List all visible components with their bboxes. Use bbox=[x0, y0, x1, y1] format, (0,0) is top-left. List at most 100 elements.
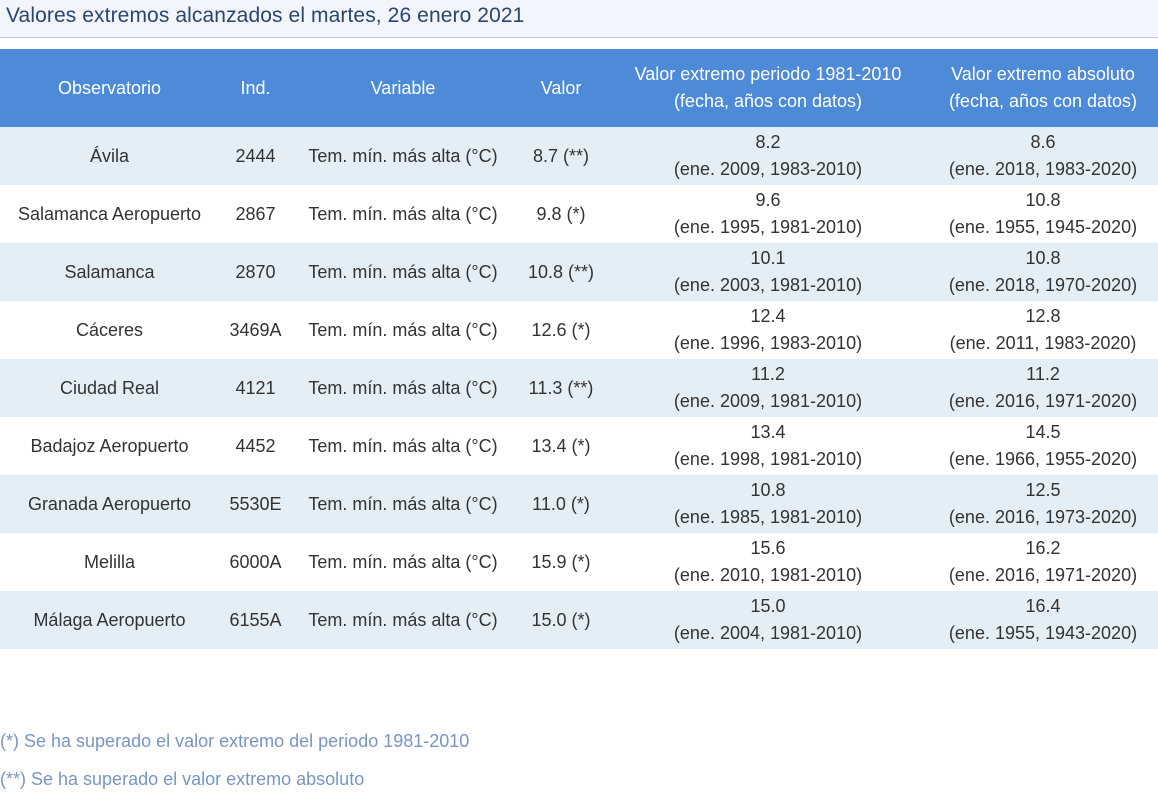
cell-extremo-absoluto-date: (ene. 2016, 1971-2020) bbox=[948, 391, 1138, 411]
cell-ind: 2867 bbox=[219, 185, 292, 243]
cell-extremo-periodo-date: (ene. 2010, 1981-2010) bbox=[673, 565, 863, 585]
header-variable: Variable bbox=[292, 49, 514, 127]
cell-extremo-periodo-date: (ene. 2004, 1981-2010) bbox=[673, 623, 863, 643]
cell-extremo-absoluto: 16.2 (ene. 2016, 1971-2020) bbox=[928, 533, 1158, 591]
cell-valor: 15.0 (*) bbox=[514, 591, 608, 649]
cell-extremo-periodo: 11.2 (ene. 2009, 1981-2010) bbox=[608, 359, 928, 417]
cell-extremo-absoluto-value: 10.8 bbox=[1025, 190, 1061, 210]
cell-extremo-periodo: 10.1 (ene. 2003, 1981-2010) bbox=[608, 243, 928, 301]
table-row: Badajoz Aeropuerto 4452 Tem. mín. más alta… bbox=[0, 417, 1158, 475]
cell-extremo-absoluto: 11.2 (ene. 2016, 1971-2020) bbox=[928, 359, 1158, 417]
cell-extremo-periodo: 15.0 (ene. 2004, 1981-2010) bbox=[608, 591, 928, 649]
cell-extremo-periodo-date: (ene. 2009, 1983-2010) bbox=[673, 159, 863, 179]
cell-observatorio: Málaga Aeropuerto bbox=[0, 591, 219, 649]
footnotes: (*) Se ha superado el valor extremo del … bbox=[0, 728, 469, 792]
cell-extremo-absoluto-value: 12.5 bbox=[1025, 480, 1061, 500]
footnote-periodo: (*) Se ha superado el valor extremo del … bbox=[0, 731, 470, 751]
cell-extremo-periodo-date: (ene. 1995, 1981-2010) bbox=[673, 217, 863, 237]
cell-extremo-absoluto: 14.5 (ene. 1966, 1955-2020) bbox=[928, 417, 1158, 475]
table-row: Melilla 6000A Tem. mín. más alta (°C) 15.9 … bbox=[0, 533, 1158, 591]
title-bar: Valores extremos alcanzados el martes, 2… bbox=[0, 0, 1158, 38]
cell-observatorio: Melilla bbox=[0, 533, 219, 591]
cell-ind: 4452 bbox=[219, 417, 292, 475]
header-extremo-absoluto-title: Valor extremo absoluto bbox=[951, 64, 1135, 84]
table-body: Ávila 2444 Tem. mín. más alta (°C) 8.7 (**)… bbox=[0, 127, 1158, 649]
page-title: Valores extremos alcanzados el martes, 2… bbox=[6, 4, 525, 27]
cell-extremo-absoluto-value: 16.2 bbox=[1025, 538, 1061, 558]
header-ind: Ind. bbox=[219, 49, 292, 127]
cell-variable: Tem. mín. más alta (°C) bbox=[292, 533, 514, 591]
cell-variable: Tem. mín. más alta (°C) bbox=[292, 591, 514, 649]
cell-extremo-absoluto-value: 11.2 bbox=[1026, 364, 1060, 384]
cell-variable: Tem. mín. más alta (°C) bbox=[292, 127, 514, 185]
cell-extremo-periodo: 12.4 (ene. 1996, 1983-2010) bbox=[608, 301, 928, 359]
cell-extremo-absoluto-date: (ene. 2018, 1970-2020) bbox=[948, 275, 1138, 295]
cell-variable: Tem. mín. más alta (°C) bbox=[292, 475, 514, 533]
cell-extremo-absoluto-value: 12.8 bbox=[1025, 306, 1061, 326]
cell-extremo-periodo-date: (ene. 2003, 1981-2010) bbox=[673, 275, 863, 295]
footnote-absoluto: (**) Se ha superado el valor extremo abs… bbox=[0, 769, 365, 789]
cell-observatorio: Cáceres bbox=[0, 301, 219, 359]
cell-extremo-absoluto: 12.8 (ene. 2011, 1983-2020) bbox=[928, 301, 1158, 359]
extremes-table: Observatorio Ind. Variable Valor Valor e… bbox=[0, 49, 1158, 649]
table-row: Málaga Aeropuerto 6155A Tem. mín. más alta… bbox=[0, 591, 1158, 649]
cell-extremo-absoluto: 16.4 (ene. 1955, 1943-2020) bbox=[928, 591, 1158, 649]
cell-valor: 10.8 (**) bbox=[514, 243, 608, 301]
table-row: Cáceres 3469A Tem. mín. más alta (°C) 12.6 … bbox=[0, 301, 1158, 359]
cell-extremo-periodo-value: 15.0 bbox=[750, 596, 786, 616]
cell-extremo-periodo-date: (ene. 1996, 1983-2010) bbox=[673, 333, 863, 353]
cell-valor: 8.7 (**) bbox=[514, 127, 608, 185]
table-row: Ávila 2444 Tem. mín. más alta (°C) 8.7 (**)… bbox=[0, 127, 1158, 185]
cell-extremo-absoluto: 12.5 (ene. 2016, 1973-2020) bbox=[928, 475, 1158, 533]
cell-ind: 4121 bbox=[219, 359, 292, 417]
cell-variable: Tem. mín. más alta (°C) bbox=[292, 243, 514, 301]
cell-extremo-periodo: 15.6 (ene. 2010, 1981-2010) bbox=[608, 533, 928, 591]
header-observatorio: Observatorio bbox=[0, 49, 219, 127]
cell-extremo-absoluto: 8.6 (ene. 2018, 1983-2020) bbox=[928, 127, 1158, 185]
cell-extremo-absoluto-date: (ene. 2016, 1973-2020) bbox=[948, 507, 1138, 527]
cell-observatorio: Salamanca Aeropuerto bbox=[0, 185, 219, 243]
cell-ind: 6000A bbox=[219, 533, 292, 591]
cell-extremo-absoluto-date: (ene. 2018, 1983-2020) bbox=[948, 159, 1138, 179]
cell-extremo-absoluto-date: (ene. 1966, 1955-2020) bbox=[948, 449, 1138, 469]
cell-extremo-absoluto-date: (ene. 1955, 1943-2020) bbox=[948, 623, 1138, 643]
cell-extremo-absoluto-date: (ene. 1955, 1945-2020) bbox=[948, 217, 1138, 237]
cell-extremo-absoluto-value: 16.4 bbox=[1025, 596, 1061, 616]
cell-extremo-periodo-value: 13.4 bbox=[750, 422, 786, 442]
cell-extremo-absoluto: 10.8 (ene. 1955, 1945-2020) bbox=[928, 185, 1158, 243]
cell-extremo-periodo-value: 10.8 bbox=[750, 480, 786, 500]
cell-extremo-periodo: 10.8 (ene. 1985, 1981-2010) bbox=[608, 475, 928, 533]
cell-extremo-periodo-value: 10.1 bbox=[750, 248, 786, 268]
cell-valor: 11.3 (**) bbox=[514, 359, 608, 417]
cell-extremo-periodo-value: 8.2 bbox=[755, 132, 781, 152]
header-extremo-periodo-title: Valor extremo periodo 1981-2010 bbox=[634, 64, 902, 84]
header-valor: Valor bbox=[514, 49, 608, 127]
cell-extremo-periodo-value: 11.2 bbox=[751, 364, 785, 384]
cell-observatorio: Salamanca bbox=[0, 243, 219, 301]
cell-variable: Tem. mín. más alta (°C) bbox=[292, 417, 514, 475]
cell-variable: Tem. mín. más alta (°C) bbox=[292, 301, 514, 359]
cell-extremo-absoluto-date: (ene. 2016, 1971-2020) bbox=[948, 565, 1138, 585]
cell-extremo-absoluto-value: 10.8 bbox=[1025, 248, 1061, 268]
cell-extremo-periodo-date: (ene. 1998, 1981-2010) bbox=[673, 449, 863, 469]
cell-extremo-periodo: 13.4 (ene. 1998, 1981-2010) bbox=[608, 417, 928, 475]
cell-observatorio: Badajoz Aeropuerto bbox=[0, 417, 219, 475]
cell-variable: Tem. mín. más alta (°C) bbox=[292, 359, 514, 417]
cell-extremo-periodo-value: 15.6 bbox=[750, 538, 786, 558]
cell-observatorio: Granada Aeropuerto bbox=[0, 475, 219, 533]
cell-extremo-periodo-date: (ene. 1985, 1981-2010) bbox=[673, 507, 863, 527]
cell-valor: 13.4 (*) bbox=[514, 417, 608, 475]
table-header-row: Observatorio Ind. Variable Valor Valor e… bbox=[0, 49, 1158, 127]
header-extremo-absoluto-subtitle: (fecha, años con datos) bbox=[948, 91, 1138, 111]
header-extremo-periodo: Valor extremo periodo 1981-2010 (fecha, … bbox=[608, 49, 928, 127]
cell-extremo-absoluto-value: 14.5 bbox=[1025, 422, 1061, 442]
cell-ind: 2444 bbox=[219, 127, 292, 185]
cell-valor: 11.0 (*) bbox=[514, 475, 608, 533]
cell-valor: 9.8 (*) bbox=[514, 185, 608, 243]
table-row: Salamanca Aeropuerto 2867 Tem. mín. más al… bbox=[0, 185, 1158, 243]
cell-ind: 5530E bbox=[219, 475, 292, 533]
cell-extremo-periodo-date: (ene. 2009, 1981-2010) bbox=[673, 391, 863, 411]
cell-observatorio: Ávila bbox=[0, 127, 219, 185]
cell-extremo-absoluto-date: (ene. 2011, 1983-2020) bbox=[949, 333, 1137, 353]
table-row: Granada Aeropuerto 5530E Tem. mín. más alt… bbox=[0, 475, 1158, 533]
